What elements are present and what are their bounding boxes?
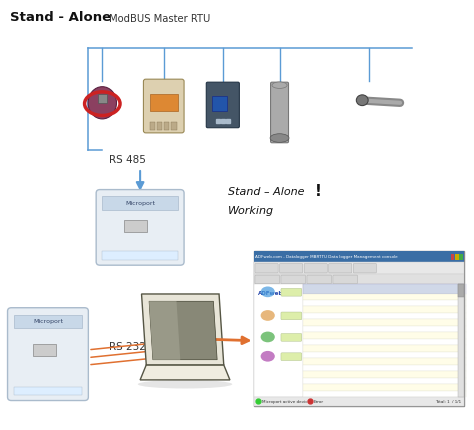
- Ellipse shape: [261, 351, 275, 362]
- FancyBboxPatch shape: [281, 276, 306, 284]
- Bar: [303, 372, 464, 378]
- FancyBboxPatch shape: [271, 83, 289, 144]
- Bar: [303, 384, 464, 391]
- Bar: [254, 262, 464, 274]
- Text: Stand – Alone: Stand – Alone: [228, 187, 304, 197]
- Bar: [458, 284, 464, 297]
- Bar: [14, 387, 82, 395]
- Ellipse shape: [272, 83, 287, 89]
- Bar: [254, 252, 464, 406]
- Ellipse shape: [88, 87, 117, 120]
- Bar: [303, 284, 464, 294]
- Bar: [254, 252, 464, 262]
- Bar: [104, 253, 112, 258]
- Text: RS 485: RS 485: [109, 155, 146, 165]
- Text: ADFweb.com - Datalogger MBRTTU Data logger Management console: ADFweb.com - Datalogger MBRTTU Data logg…: [255, 255, 398, 259]
- Bar: [150, 123, 155, 131]
- Text: Total: 1  / 1/1: Total: 1 / 1/1: [436, 399, 462, 403]
- Bar: [303, 346, 464, 352]
- FancyBboxPatch shape: [281, 353, 302, 361]
- Bar: [254, 397, 464, 406]
- Bar: [15, 388, 24, 393]
- Bar: [303, 391, 464, 397]
- Bar: [303, 365, 464, 372]
- Text: !: !: [315, 184, 322, 199]
- Text: Microport: Microport: [33, 318, 63, 323]
- Ellipse shape: [261, 287, 275, 298]
- Bar: [303, 294, 464, 300]
- FancyBboxPatch shape: [304, 264, 327, 273]
- Polygon shape: [140, 365, 230, 380]
- Bar: [303, 307, 464, 313]
- Bar: [303, 378, 464, 384]
- Polygon shape: [149, 301, 180, 360]
- Bar: [303, 352, 464, 359]
- Bar: [98, 95, 107, 104]
- Bar: [451, 254, 455, 261]
- FancyBboxPatch shape: [333, 276, 357, 284]
- Text: ADFweb.com: ADFweb.com: [258, 290, 299, 295]
- Bar: [156, 123, 162, 131]
- Ellipse shape: [270, 135, 289, 143]
- FancyBboxPatch shape: [255, 264, 278, 273]
- FancyBboxPatch shape: [328, 264, 352, 273]
- Text: Microport: Microport: [125, 200, 155, 206]
- FancyBboxPatch shape: [96, 190, 184, 266]
- Bar: [303, 319, 464, 326]
- Text: Error: Error: [314, 399, 324, 403]
- FancyBboxPatch shape: [353, 264, 376, 273]
- Ellipse shape: [261, 332, 275, 343]
- Bar: [303, 332, 464, 339]
- FancyBboxPatch shape: [8, 308, 88, 401]
- Polygon shape: [149, 301, 217, 360]
- Text: RS 232: RS 232: [109, 341, 146, 351]
- Bar: [303, 339, 464, 346]
- Bar: [458, 284, 464, 397]
- Text: Stand - Alone: Stand - Alone: [10, 12, 111, 25]
- Ellipse shape: [261, 310, 275, 321]
- Bar: [150, 95, 178, 112]
- Bar: [171, 123, 176, 131]
- Bar: [164, 123, 169, 131]
- Text: ModBUS Master RTU: ModBUS Master RTU: [109, 14, 211, 24]
- FancyBboxPatch shape: [281, 289, 302, 296]
- FancyBboxPatch shape: [281, 334, 302, 341]
- Bar: [124, 220, 147, 232]
- FancyBboxPatch shape: [144, 80, 184, 134]
- Bar: [455, 254, 459, 261]
- Text: Working: Working: [228, 206, 273, 216]
- Bar: [254, 284, 303, 397]
- Bar: [14, 315, 82, 329]
- Bar: [102, 252, 178, 260]
- Text: Microport active device: Microport active device: [262, 399, 310, 403]
- Bar: [33, 344, 55, 356]
- Bar: [212, 97, 227, 112]
- FancyBboxPatch shape: [307, 276, 331, 284]
- FancyBboxPatch shape: [281, 312, 302, 320]
- Bar: [303, 359, 464, 365]
- Bar: [459, 254, 463, 261]
- Ellipse shape: [138, 380, 232, 389]
- FancyBboxPatch shape: [255, 276, 280, 284]
- Polygon shape: [142, 294, 224, 365]
- Ellipse shape: [356, 95, 368, 106]
- FancyBboxPatch shape: [206, 83, 239, 129]
- Bar: [303, 326, 464, 332]
- Bar: [102, 197, 178, 211]
- Bar: [303, 300, 464, 307]
- FancyBboxPatch shape: [280, 264, 303, 273]
- Bar: [254, 274, 464, 284]
- Bar: [303, 313, 464, 319]
